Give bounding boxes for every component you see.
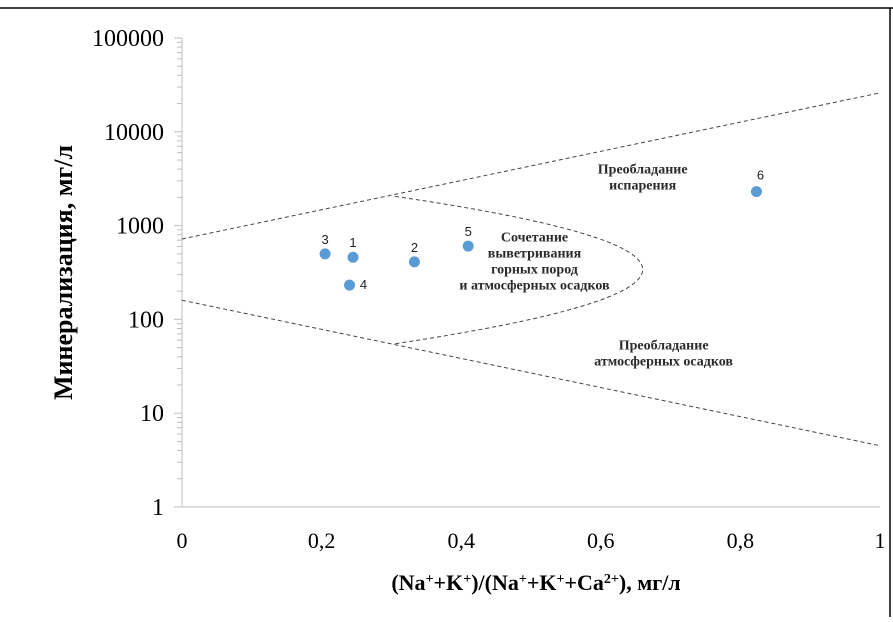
data-point-2 bbox=[408, 256, 420, 268]
y-tick-label: 10 bbox=[140, 401, 164, 427]
y-tick-label: 1 bbox=[152, 495, 164, 521]
data-point-label-5: 5 bbox=[465, 224, 472, 239]
data-point-6 bbox=[750, 186, 762, 198]
x-axis-title: (Na++K+)/(Na++K++Ca2+), мг/л bbox=[391, 570, 680, 595]
data-point-label-1: 1 bbox=[349, 235, 356, 250]
x-tick-label: 1 bbox=[875, 528, 886, 553]
y-axis-title: Минерализация, мг/л bbox=[49, 145, 78, 400]
y-tick-label: 100 bbox=[128, 307, 164, 333]
x-tick-label: 0 bbox=[177, 528, 188, 553]
data-point-label-3: 3 bbox=[321, 232, 328, 247]
annotation-line: Сочетание bbox=[501, 230, 568, 245]
data-point-5 bbox=[462, 240, 474, 252]
data-point-3 bbox=[319, 248, 331, 260]
annotation-line: испарения bbox=[609, 178, 676, 193]
x-axis-title-superscript: 2+ bbox=[604, 572, 619, 587]
x-axis-title-text: ), мг/л bbox=[619, 570, 681, 595]
boundary-curve bbox=[394, 195, 643, 345]
data-point-4 bbox=[344, 279, 356, 291]
x-axis-title-text: +K bbox=[434, 570, 464, 595]
x-tick-label: 0,4 bbox=[447, 528, 475, 553]
x-tick-label: 0,8 bbox=[727, 528, 755, 553]
annotation-line: и атмосферных осадков bbox=[459, 278, 610, 293]
region-annotation-2: Сочетание выветривания горных пород и атмос… bbox=[459, 230, 610, 293]
data-point-label-6: 6 bbox=[757, 168, 764, 183]
x-axis-title-superscript: + bbox=[556, 572, 564, 587]
data-point-1 bbox=[347, 251, 359, 263]
x-axis-title-text: +K bbox=[527, 570, 557, 595]
x-tick-label: 0,6 bbox=[587, 528, 615, 553]
annotation-line: Преобладание bbox=[619, 338, 709, 353]
x-axis-title-text: +Ca bbox=[564, 570, 603, 595]
region-annotation-1: Преобладание испарения bbox=[598, 162, 688, 193]
data-point-label-2: 2 bbox=[411, 240, 418, 255]
x-axis-title-superscript: + bbox=[426, 572, 434, 587]
y-tick-label: 10000 bbox=[104, 120, 164, 146]
annotation-line: атмосферных осадков bbox=[594, 354, 733, 369]
annotation-line: Преобладание bbox=[598, 162, 688, 177]
region-annotation-3: Преобладание атмосферных осадков bbox=[594, 338, 733, 369]
x-tick-label: 0,2 bbox=[308, 528, 336, 553]
y-tick-label: 1000 bbox=[116, 214, 164, 240]
annotation-line: выветривания bbox=[488, 246, 582, 261]
x-axis-title-text: )/(Na bbox=[471, 570, 519, 595]
boundary-line-2 bbox=[181, 299, 881, 447]
data-point-label-4: 4 bbox=[360, 277, 367, 292]
boundary-line-1 bbox=[181, 92, 881, 240]
x-axis-title-superscript: + bbox=[463, 572, 471, 587]
x-axis-title-superscript: + bbox=[519, 572, 527, 587]
annotation-line: горных пород bbox=[491, 262, 578, 277]
x-axis-title-text: (Na bbox=[391, 570, 425, 595]
y-tick-label: 100000 bbox=[92, 26, 164, 52]
